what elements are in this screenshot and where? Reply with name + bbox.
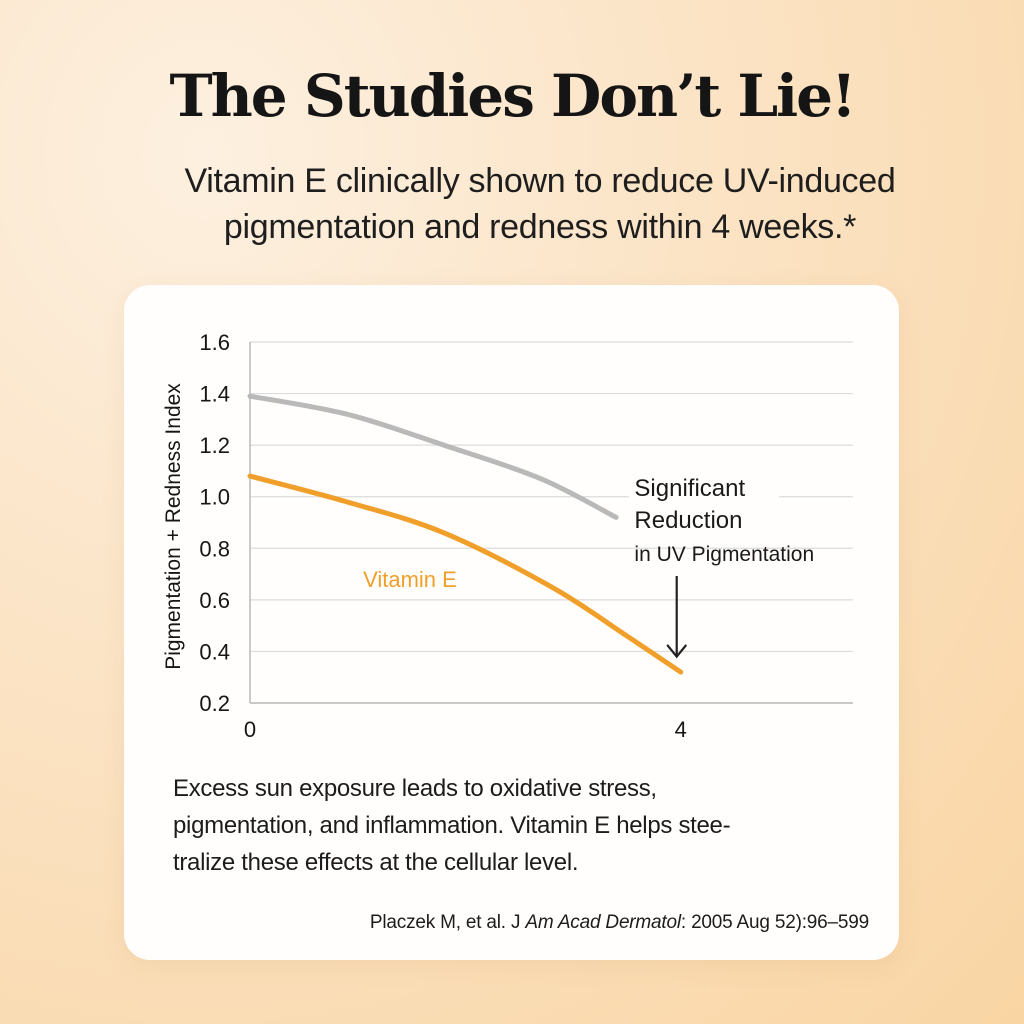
citation-suffix: : 2005 Aug 52):96–599 — [680, 912, 869, 933]
subheadline-line: Vitamin E clinically shown to reduce UV-… — [184, 162, 896, 200]
annotation-subtitle: in UV Pigmentation — [634, 543, 814, 566]
series-line-control — [247, 393, 619, 520]
body-line: Excess sun exposure leads to oxidative s… — [173, 775, 657, 802]
y-tick-label: 1.6 — [199, 330, 230, 355]
headline: The Studies Don’t Lie! — [169, 62, 856, 130]
axes — [249, 342, 853, 704]
y-tick-label: 0.4 — [199, 639, 230, 664]
y-tick-label: 1.2 — [199, 433, 230, 458]
y-tick-label: 1.4 — [199, 382, 230, 407]
x-tick-label: 0 — [244, 717, 256, 742]
series-line-vitamin-e — [247, 473, 684, 675]
y-axis-label: Pigmentation + Redness Index — [162, 383, 185, 670]
citation: Placzek M, et al. J Am Acad Dermatol: 20… — [370, 912, 869, 934]
series-lines — [247, 393, 684, 675]
citation-journal: Am Acad Dermatol — [525, 912, 681, 933]
citation-prefix: Placzek M, et al. J — [369, 912, 526, 933]
y-tick-label: 1.0 — [199, 485, 230, 510]
x-tick-label: 4 — [675, 717, 687, 742]
subheadline-line: pigmentation and redness within 4 weeks.… — [223, 208, 857, 246]
y-tick-label: 0.6 — [199, 588, 230, 613]
annotation-backdrop — [629, 473, 780, 535]
annotation: Significant Reduction in UV Pigmentation — [629, 473, 814, 659]
arrow-head — [666, 644, 687, 659]
y-tick-label: 0.2 — [199, 691, 230, 716]
subheadline: Vitamin E clinically shown to reduce UV-… — [130, 158, 950, 250]
annotation-title-line: Reduction — [634, 507, 742, 534]
body-line: pigmentation, and inflammation. Vitamin … — [173, 812, 731, 839]
y-tick-labels: 1.6 1.4 1.2 1.0 0.8 0.6 0.4 0.2 — [199, 330, 230, 716]
gridlines — [250, 341, 853, 653]
series-label-vitamin-e: Vitamin E — [363, 567, 457, 592]
body-line: tralize these effects at the cellular le… — [173, 849, 579, 876]
body-copy: Excess sun exposure leads to oxidative s… — [173, 770, 873, 881]
down-arrow-icon — [666, 576, 687, 659]
y-tick-label: 0.8 — [199, 536, 230, 561]
annotation-title-line: Significant — [634, 475, 745, 502]
